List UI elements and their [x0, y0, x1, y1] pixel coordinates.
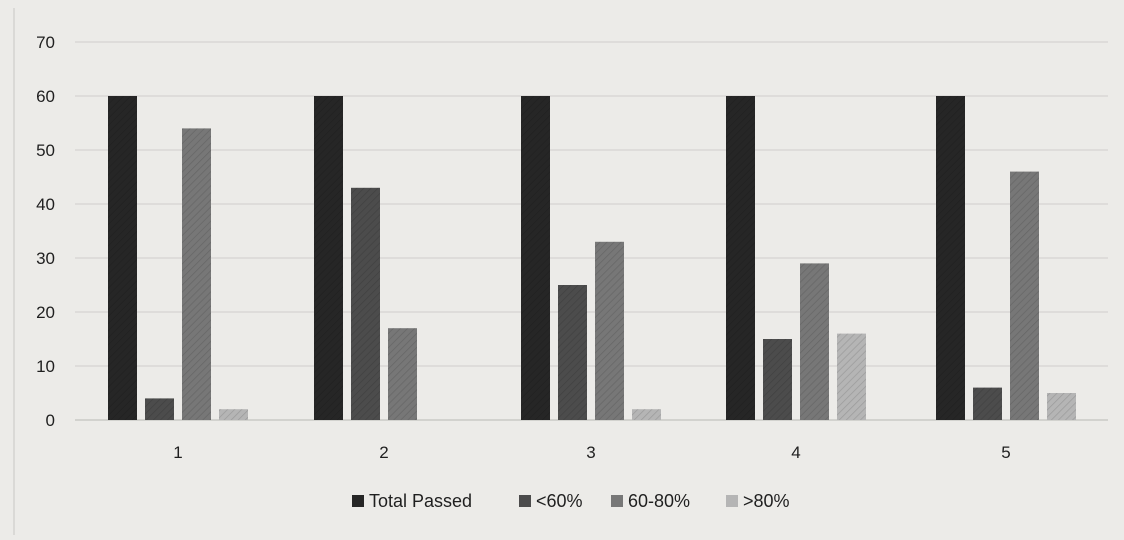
x-tick-label-4: 4	[791, 443, 800, 462]
x-axis-tick-labels: 1 2 3 4 5	[173, 443, 1010, 462]
bar-3-series-1	[521, 96, 550, 420]
bar-texture	[800, 263, 829, 420]
bar-texture	[973, 387, 1002, 420]
x-tick-label-2: 2	[379, 443, 388, 462]
bar-2-series-3	[388, 328, 417, 420]
bar-texture	[182, 128, 211, 420]
bar-texture	[219, 409, 248, 420]
bar-texture	[936, 96, 965, 420]
bar-5-series-4	[1047, 393, 1076, 420]
bar-1-series-4	[219, 409, 248, 420]
bar-4-series-4	[837, 333, 866, 420]
legend-swatch	[519, 495, 531, 507]
legend-item-2: <60%	[519, 491, 583, 511]
legend-label: <60%	[536, 491, 583, 511]
bar-texture	[145, 398, 174, 420]
y-tick-label-50: 50	[36, 141, 55, 160]
bar-1-series-3	[182, 128, 211, 420]
legend-label: Total Passed	[369, 491, 472, 511]
legend-swatch	[611, 495, 623, 507]
legend-item-4: >80%	[726, 491, 790, 511]
bar-texture	[558, 285, 587, 420]
bar-texture	[726, 96, 755, 420]
y-tick-label-10: 10	[36, 357, 55, 376]
legend-label: >80%	[743, 491, 790, 511]
y-tick-label-0: 0	[46, 411, 55, 430]
bar-5-series-1	[936, 96, 965, 420]
bar-4-series-3	[800, 263, 829, 420]
bar-4-series-1	[726, 96, 755, 420]
x-tick-label-1: 1	[173, 443, 182, 462]
bar-texture	[595, 241, 624, 420]
bar-texture	[632, 409, 661, 420]
bar-texture	[1010, 171, 1039, 420]
legend: Total Passed <60% 60-80% >80%	[352, 491, 790, 511]
bar-2-series-2	[351, 187, 380, 420]
legend-item-3: 60-80%	[611, 491, 690, 511]
legend-swatch	[352, 495, 364, 507]
bar-texture	[388, 328, 417, 420]
bar-texture	[108, 96, 137, 420]
x-tick-label-5: 5	[1001, 443, 1010, 462]
bar-4-series-2	[763, 339, 792, 420]
bar-texture	[763, 339, 792, 420]
bar-3-series-3	[595, 241, 624, 420]
bar-texture	[837, 333, 866, 420]
y-tick-label-60: 60	[36, 87, 55, 106]
bar-2-series-1	[314, 96, 343, 420]
x-tick-label-3: 3	[586, 443, 595, 462]
y-axis-tick-labels: 0 10 20 30 40 50 60 70	[36, 33, 55, 430]
y-tick-label-30: 30	[36, 249, 55, 268]
bar-texture	[351, 187, 380, 420]
y-tick-label-70: 70	[36, 33, 55, 52]
bar-5-series-2	[973, 387, 1002, 420]
bars	[108, 96, 1076, 420]
bar-3-series-2	[558, 285, 587, 420]
bar-1-series-1	[108, 96, 137, 420]
legend-item-1: Total Passed	[352, 491, 472, 511]
y-tick-label-40: 40	[36, 195, 55, 214]
legend-swatch	[726, 495, 738, 507]
bar-texture	[1047, 393, 1076, 420]
y-tick-label-20: 20	[36, 303, 55, 322]
bar-1-series-2	[145, 398, 174, 420]
bar-texture	[521, 96, 550, 420]
bar-texture	[314, 96, 343, 420]
bar-5-series-3	[1010, 171, 1039, 420]
legend-label: 60-80%	[628, 491, 690, 511]
bar-3-series-4	[632, 409, 661, 420]
